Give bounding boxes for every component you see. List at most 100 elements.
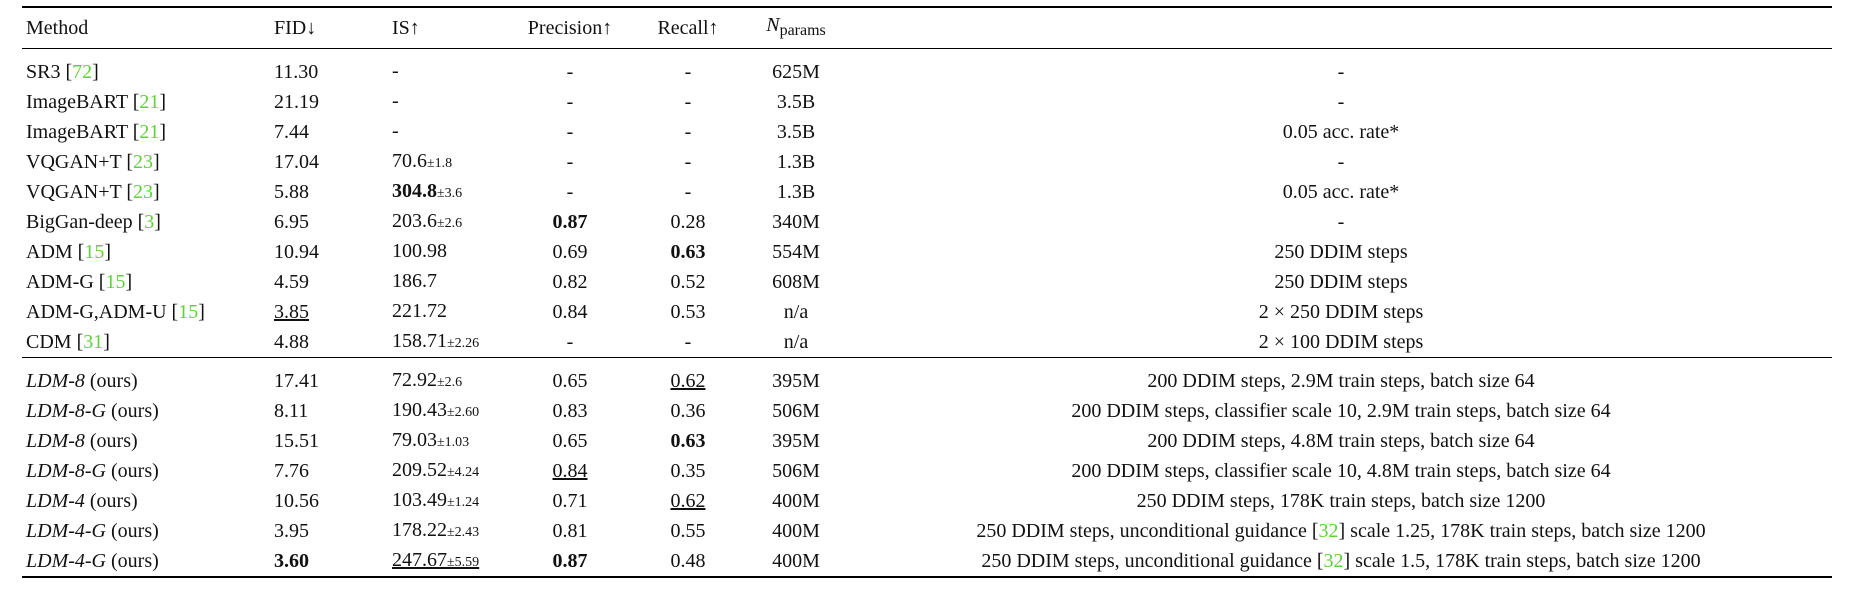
citation-link[interactable]: 3 [144,211,155,233]
notes-cell: 2 × 250 DDIM steps [1258,301,1424,323]
is-cell: 158.71±2.26 [374,327,506,358]
recall-cell: - [684,61,692,83]
is-std: ±2.6 [437,374,463,390]
notes-text: 250 DDIM steps, unconditional guidance [ [981,550,1324,572]
table-row: LDM-8 (ours) 17.41 72.92±2.6 0.65 0.62 3… [22,358,1832,397]
params-cell: 1.3B [776,151,816,173]
table-row: ADM-G,ADM-U [15] 3.85 221.72 0.84 0.53 n… [22,297,1832,327]
is-value: 103.49 [392,488,447,511]
is-cell: - [374,87,506,117]
ours-suffix: (ours) [106,520,159,542]
header-notes [850,7,1832,49]
table-row: LDM-4-G (ours) 3.95 178.22±2.43 0.81 0.5… [22,516,1832,546]
params-cell: n/a [783,331,809,353]
citation-link[interactable]: 21 [139,121,160,143]
notes-text-post: ] scale 1.5, 178K train steps, batch siz… [1343,550,1701,572]
table-row: CDM [31] 4.88 158.71±2.26 - - n/a 2 × 10… [22,327,1832,358]
recall-cell: - [684,331,692,353]
citation-link[interactable]: 15 [178,301,199,323]
params-cell: 3.5B [776,121,816,143]
params-cell: 3.5B [776,91,816,113]
is-value: 158.71 [392,329,447,352]
recall-cell: 0.62 [670,490,706,512]
is-cell: 103.49±1.24 [374,486,506,516]
is-std: ±2.43 [447,524,480,540]
method-name: ADM-G,ADM-U [ [26,301,179,323]
fid-cell: 10.56 [274,490,319,512]
method-cell: VQGAN+T [23] [22,147,260,177]
citation-link[interactable]: 72 [72,61,93,83]
params-cell: 340M [772,211,820,233]
notes-cell: - [1337,91,1345,113]
method-cell: LDM-4 (ours) [22,486,260,516]
notes-cell: 250 DDIM steps [1274,241,1408,263]
method-cell: LDM-8-G (ours) [22,456,260,486]
params-cell: 608M [772,271,820,293]
method-cell: ADM-G [15] [22,267,260,297]
is-std: ±4.24 [447,464,480,480]
bracket-close: ] [159,121,167,143]
notes-cell: - [1337,211,1345,233]
model-name: LDM-8 [26,370,85,392]
recall-cell: 0.55 [670,520,706,542]
is-cell: 190.43±2.60 [374,396,506,426]
notes-cell: 250 DDIM steps, unconditional guidance [… [850,546,1832,577]
precision-cell: 0.84 [552,460,588,482]
citation-link[interactable]: 32 [1318,520,1339,542]
is-std: ±3.6 [437,185,463,201]
citation-link[interactable]: 31 [83,331,104,353]
is-cell: 70.6±1.8 [374,147,506,177]
params-cell: 506M [772,460,820,482]
is-cell: 186.7 [374,267,506,297]
citation-link[interactable]: 21 [139,91,160,113]
table-row: VQGAN+T [23] 5.88 304.8±3.6 - - 1.3B 0.0… [22,177,1832,207]
notes-cell: 250 DDIM steps [1274,271,1408,293]
table-row: LDM-8 (ours) 15.51 79.03±1.03 0.65 0.63 … [22,426,1832,456]
precision-cell: - [566,91,574,113]
citation-link[interactable]: 23 [133,181,154,203]
params-cell: 400M [772,550,820,572]
citation-link[interactable]: 23 [133,151,154,173]
is-std: ±1.03 [437,434,470,450]
method-cell: LDM-8 (ours) [22,426,260,456]
params-cell: 506M [772,400,820,422]
is-cell: - [374,117,506,147]
citation-link[interactable]: 15 [84,241,105,263]
recall-cell: - [684,181,692,203]
params-cell: 1.3B [776,181,816,203]
recall-cell: 0.63 [670,430,706,452]
citation-link[interactable]: 32 [1323,550,1344,572]
is-cell: 304.8±3.6 [374,177,506,207]
precision-cell: - [566,121,574,143]
method-name: ADM-G [ [26,271,106,293]
recall-cell: - [684,151,692,173]
is-value: 247.67 [392,548,447,571]
is-std: ±1.8 [427,155,453,171]
is-cell: 72.92±2.6 [374,358,506,397]
notes-text-post: ] scale 1.25, 178K train steps, batch si… [1338,520,1706,542]
precision-cell: 0.87 [552,211,588,233]
ours-suffix: (ours) [106,400,159,422]
precision-cell: - [566,181,574,203]
is-value: 72.92 [392,368,437,391]
precision-cell: - [566,151,574,173]
is-std: ±2.6 [437,215,463,231]
method-cell: SR3 [72] [22,49,260,88]
fid-cell: 11.30 [274,61,319,83]
params-cell: 400M [772,520,820,542]
bracket-close: ] [92,61,99,83]
fid-cell: 3.85 [274,301,309,323]
citation-link[interactable]: 15 [105,271,126,293]
method-name: ImageBART [ [26,121,140,143]
notes-cell: 0.05 acc. rate* [1282,121,1400,143]
precision-cell: 0.83 [552,400,588,422]
method-name: ImageBART [ [26,91,140,113]
params-cell: 554M [772,241,820,263]
recall-cell: 0.52 [670,271,706,293]
is-cell: 79.03±1.03 [374,426,506,456]
recall-cell: 0.48 [670,550,706,572]
method-cell: ADM [15] [22,237,260,267]
table-row: SR3 [72] 11.30 - - - 625M - [22,49,1832,88]
recall-cell: 0.36 [670,400,706,422]
